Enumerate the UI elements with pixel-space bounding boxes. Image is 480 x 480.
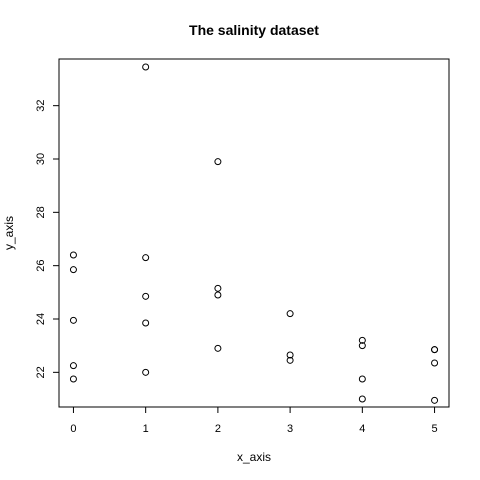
- data-point: [214, 158, 222, 166]
- y-tick-label: 24: [35, 313, 47, 325]
- x-axis: 0 1 2 3 4 5: [70, 407, 438, 435]
- data-point: [431, 396, 439, 404]
- data-point: [142, 368, 150, 376]
- x-tick-label: 4: [359, 423, 365, 435]
- x-tick-label: 0: [70, 423, 76, 435]
- x-tick-label: 2: [215, 423, 221, 435]
- plot-frame: [58, 58, 450, 408]
- y-tick-label: 30: [35, 153, 47, 165]
- data-point: [286, 351, 294, 359]
- data-point: [142, 319, 150, 327]
- data-point: [142, 63, 150, 71]
- x-tick-label: 5: [431, 423, 437, 435]
- data-points: [69, 63, 439, 404]
- data-point: [142, 254, 150, 262]
- data-point: [358, 395, 366, 403]
- data-point: [69, 316, 77, 324]
- data-point: [431, 359, 439, 367]
- data-point: [142, 292, 150, 300]
- data-point: [286, 356, 294, 364]
- data-point: [69, 375, 77, 383]
- y-tick-label: 26: [35, 260, 47, 272]
- data-point: [358, 336, 366, 344]
- data-point: [69, 251, 77, 259]
- data-point: [69, 266, 77, 274]
- x-axis-label: x_axis: [237, 450, 271, 464]
- data-point: [358, 375, 366, 383]
- data-point: [286, 310, 294, 318]
- data-point: [358, 342, 366, 350]
- y-axis-label: y_axis: [2, 216, 16, 250]
- data-point: [431, 346, 439, 354]
- y-axis: 22 24 26 28 30 32: [35, 100, 59, 378]
- y-tick-label: 22: [35, 366, 47, 378]
- y-tick-label: 32: [35, 100, 47, 112]
- y-tick-label: 28: [35, 206, 47, 218]
- data-point: [214, 291, 222, 299]
- chart-title: The salinity dataset: [189, 22, 319, 38]
- data-point: [214, 344, 222, 352]
- x-tick-label: 1: [143, 423, 149, 435]
- data-point: [69, 362, 77, 370]
- data-point: [214, 284, 222, 292]
- x-tick-label: 3: [287, 423, 293, 435]
